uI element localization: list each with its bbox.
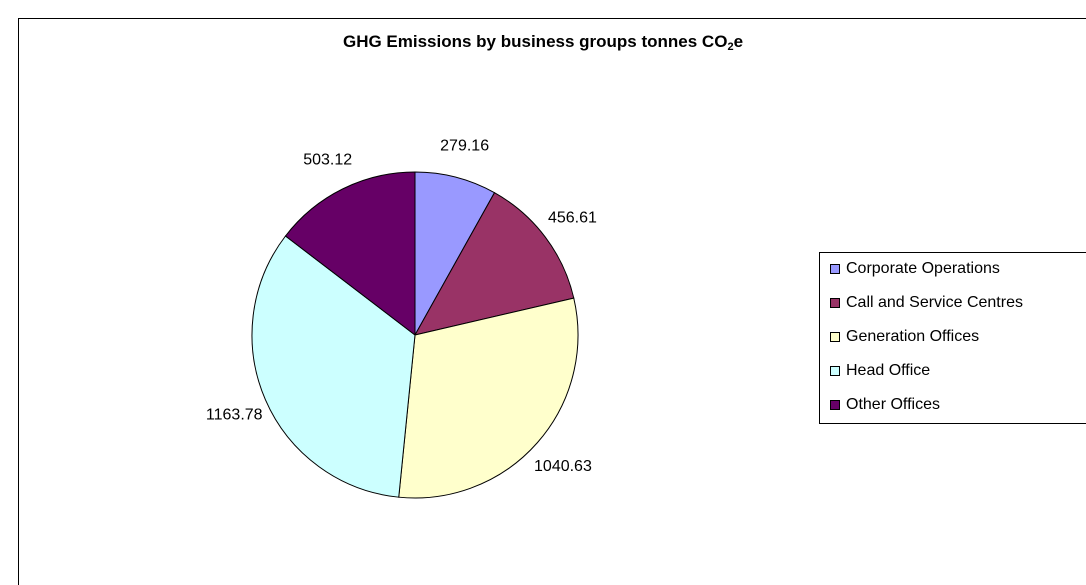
legend-item: Corporate Operations bbox=[830, 259, 1000, 279]
data-label: 1163.78 bbox=[206, 406, 263, 423]
data-label: 503.12 bbox=[303, 151, 352, 168]
pie-slice-other-offices bbox=[284, 171, 416, 337]
legend-item: Call and Service Centres bbox=[830, 293, 1023, 313]
legend-swatch bbox=[830, 298, 840, 308]
legend-label: Other Offices bbox=[846, 396, 940, 413]
legend-swatch bbox=[830, 400, 840, 410]
pie-slice-head-office bbox=[251, 235, 416, 498]
legend-item: Generation Offices bbox=[830, 327, 979, 347]
chart-title: GHG Emissions by business groups tonnes … bbox=[342, 32, 744, 53]
legend-label: Call and Service Centres bbox=[846, 294, 1023, 311]
data-label: 456.61 bbox=[548, 210, 597, 227]
legend-item: Head Office bbox=[830, 361, 930, 381]
legend-label: Generation Offices bbox=[846, 328, 980, 345]
data-label: 279.16 bbox=[440, 137, 489, 154]
legend-label: Corporate Operations bbox=[846, 260, 1000, 277]
legend-swatch bbox=[830, 366, 840, 376]
legend-swatch bbox=[830, 332, 840, 342]
legend-label: Head Office bbox=[846, 362, 931, 379]
legend-swatch bbox=[830, 264, 840, 274]
chart-area bbox=[18, 18, 1086, 585]
legend: Corporate Operations Call and Service Cen… bbox=[819, 252, 1086, 424]
data-label: 1040.63 bbox=[534, 458, 592, 475]
legend-item: Other Offices bbox=[830, 395, 940, 415]
pie-slice-generation-offices bbox=[398, 297, 579, 499]
pie-slice-call-and-service-centres bbox=[414, 192, 575, 336]
